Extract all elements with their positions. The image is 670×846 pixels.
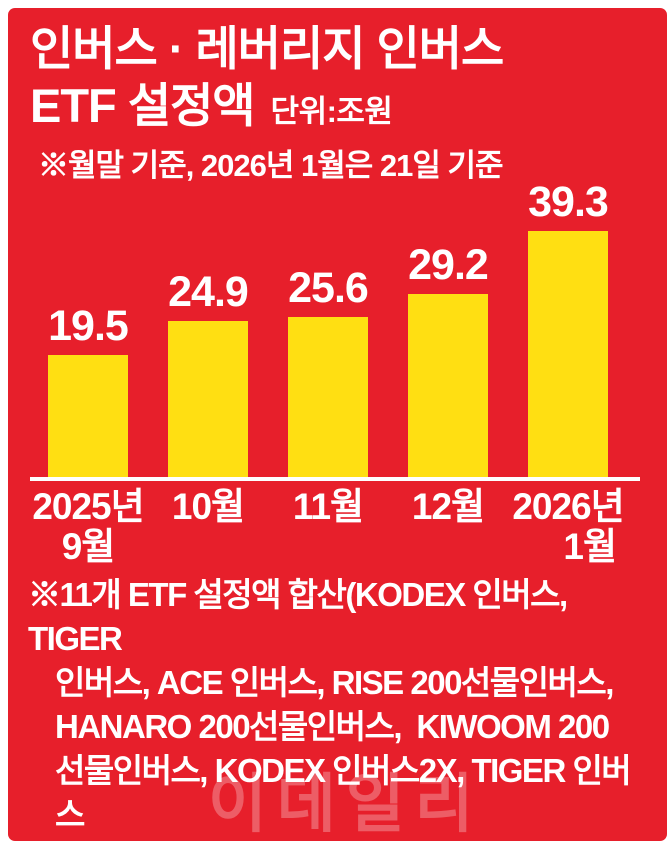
- footnote: ※11개 ETF 설정액 합산(KODEX 인버스, TIGER 인버스, ACE…: [28, 573, 653, 841]
- footnote-line: HANARO 200선물인버스, KIWOOM 200: [28, 705, 653, 749]
- x-axis-ticks: 2025년 9월 10월 11월 12월 2026년 1월: [8, 487, 667, 569]
- x-tick-line: 2026년: [512, 486, 624, 527]
- bar: [288, 317, 368, 477]
- bar: [528, 231, 608, 477]
- footnote-line: ※11개 ETF 설정액 합산(KODEX 인버스, TIGER: [28, 573, 653, 661]
- bar-value-label: 29.2: [408, 241, 489, 289]
- x-tick-line: 12월: [411, 486, 485, 527]
- chart-title-line2-row: ETF 설정액 단위:조원: [30, 77, 667, 140]
- footnote-text: HANARO 200선물인버스, KIWOOM 200: [55, 708, 610, 745]
- bar-value-label: 39.3: [528, 178, 609, 226]
- bar-value-label: 24.9: [168, 268, 249, 316]
- bar: [408, 294, 488, 477]
- footnote-text: 선물인버스, KODEX 인버스2X, TIGER 인버스: [55, 752, 632, 833]
- x-tick-label: 2025년 9월: [18, 487, 158, 567]
- x-axis-line: [30, 477, 640, 481]
- footnote-line: 인버스, ACE 인버스, RISE 200선물인버스,: [28, 661, 653, 705]
- footnote-line: 2X, ACE 인버스 2X, RISE 200선물인버스2X,: [28, 837, 653, 841]
- bar: [48, 355, 128, 477]
- basis-note: ※월말 기준, 2026년 1월은 21일 기준: [38, 148, 504, 183]
- x-tick-label: 10월: [138, 487, 278, 527]
- x-tick-label: 11월: [258, 487, 398, 527]
- chart-header: 인버스 · 레버리지 인버스 ETF 설정액 단위:조원 ※월말 기준, 2026…: [8, 8, 667, 184]
- x-tick-label: 2026년 1월: [498, 487, 638, 567]
- chart-title-line1: 인버스 · 레버리지 인버스: [30, 22, 504, 75]
- bar-value-label: 25.6: [288, 264, 369, 312]
- x-tick-line: 11월: [292, 486, 364, 527]
- chart-title-line2: ETF 설정액: [30, 79, 256, 132]
- bar: [168, 321, 248, 477]
- chart-panel: 인버스 · 레버리지 인버스 ETF 설정액 단위:조원 ※월말 기준, 2026…: [8, 8, 667, 841]
- footnote-line: 선물인버스, KODEX 인버스2X, TIGER 인버스: [28, 749, 653, 837]
- footnote-text: 2X, ACE 인버스 2X, RISE 200선물인버스2X,: [55, 840, 646, 841]
- footnote-text: ※11개 ETF 설정액 합산(KODEX 인버스, TIGER: [28, 576, 575, 657]
- bar-value-label: 19.5: [48, 302, 129, 350]
- bar-chart: 19.5 24.9 25.6 29.2 39.3 2025년 9월 10월 11월 12월 202…: [8, 179, 667, 569]
- footnote-text: 인버스, ACE 인버스, RISE 200선물인버스,: [55, 664, 614, 701]
- x-tick-label: 12월: [378, 487, 518, 527]
- x-tick-line: 1월: [563, 526, 617, 567]
- x-tick-line: 9월: [61, 526, 116, 567]
- x-tick-line: 2025년: [32, 486, 144, 527]
- plot-area: 19.5 24.9 25.6 29.2 39.3: [8, 179, 667, 477]
- x-tick-line: 10월: [171, 486, 245, 527]
- unit-label: 단위:조원: [270, 94, 393, 129]
